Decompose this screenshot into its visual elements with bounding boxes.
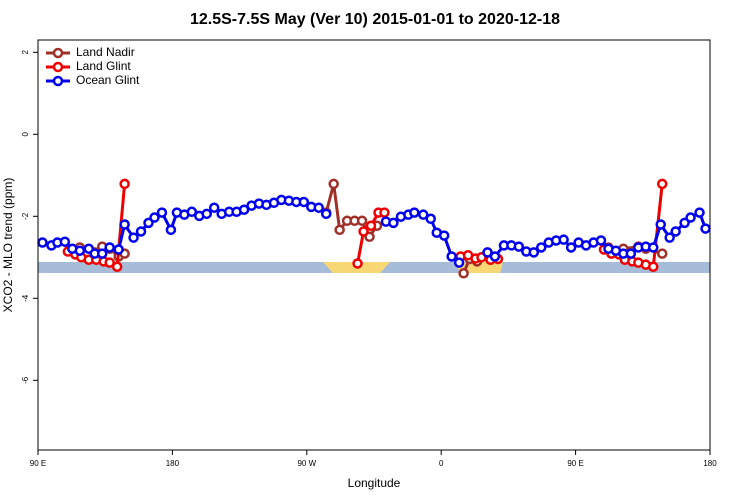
data-point [438, 230, 450, 241]
data-point [104, 257, 115, 268]
chart-title: 12.5S-7.5S May (Ver 10) 2015-01-01 to 20… [190, 11, 560, 28]
y-tick-label: 0 [21, 132, 30, 137]
data-point [119, 219, 130, 230]
data-point [655, 219, 666, 230]
data-point [104, 242, 115, 253]
data-point [111, 261, 123, 272]
data-point [489, 251, 501, 262]
data-point [694, 207, 705, 218]
plot-area [37, 178, 711, 279]
y-axis-label: XCO2 - MLO trend (ppm) [1, 178, 15, 313]
x-tick-label: 90 E [30, 459, 46, 468]
data-point [453, 257, 465, 268]
data-point [165, 224, 177, 236]
y-tick-label: 2 [21, 50, 30, 55]
surface-strip [38, 262, 710, 273]
data-point [458, 268, 469, 279]
data-point [513, 241, 525, 252]
x-tick-label: 180 [166, 459, 180, 468]
y-tick-label: -2 [21, 212, 30, 220]
data-point [670, 226, 681, 237]
x-tick-label: 90 W [297, 459, 316, 468]
data-point [648, 242, 659, 253]
data-point [334, 224, 345, 236]
x-tick-label: 90 E [567, 459, 583, 468]
data-point [238, 204, 250, 215]
data-point [482, 247, 493, 258]
legend-marker [52, 47, 64, 59]
data-point [565, 242, 577, 253]
data-point [352, 258, 363, 269]
data-point [358, 226, 369, 237]
data-point [156, 207, 168, 218]
data-point [149, 212, 160, 223]
data-point [379, 207, 390, 218]
data-point [409, 207, 420, 218]
legend-label: Ocean Glint [76, 73, 140, 87]
data-point [664, 232, 675, 243]
legend-marker [52, 61, 64, 73]
data-point [648, 261, 659, 272]
data-point [425, 213, 436, 225]
y-tick-label: -6 [21, 376, 30, 384]
data-point [128, 232, 139, 243]
data-point [320, 208, 332, 220]
data-point [186, 206, 198, 218]
data-point [528, 247, 540, 258]
data-point [201, 208, 212, 220]
data-point [37, 237, 48, 248]
data-point [388, 217, 399, 229]
legend-marker [52, 75, 64, 87]
data-point [96, 248, 108, 259]
y-tick-label: -4 [21, 294, 30, 302]
data-point [365, 220, 377, 231]
data-point [356, 215, 368, 227]
data-point [208, 202, 220, 213]
data-point [656, 178, 668, 190]
data-point [119, 178, 130, 190]
legend-label: Land Nadir [76, 45, 135, 59]
data-point [446, 251, 457, 262]
data-point [418, 209, 429, 220]
data-point [135, 226, 147, 237]
x-tick-label: 180 [703, 459, 717, 468]
data-point [700, 223, 711, 234]
data-point [298, 196, 310, 208]
data-point [625, 248, 637, 259]
data-point [74, 245, 86, 256]
data-point [59, 236, 71, 247]
legend-label: Land Glint [76, 59, 131, 73]
data-point [328, 178, 339, 190]
plot-frame [37, 39, 711, 451]
data-point [313, 202, 324, 213]
data-point [685, 212, 696, 223]
x-tick-label: 0 [439, 459, 444, 468]
data-point [656, 248, 668, 259]
data-point [536, 242, 547, 253]
data-point [595, 235, 607, 246]
data-point [558, 234, 569, 245]
data-point [113, 244, 124, 255]
x-axis-label: Longitude [348, 476, 401, 490]
